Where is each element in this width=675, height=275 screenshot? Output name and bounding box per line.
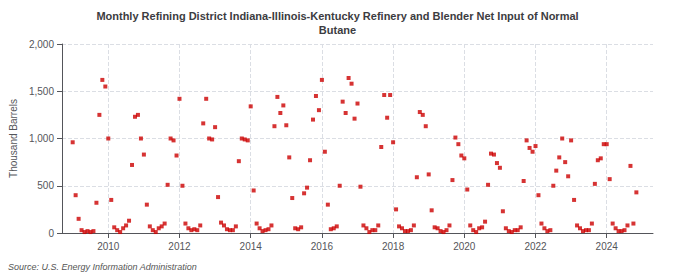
svg-text:2,000: 2,000: [29, 39, 54, 50]
svg-text:Monthly Refining District Indi: Monthly Refining District Indiana-Illino…: [96, 10, 578, 22]
svg-text:2010: 2010: [97, 241, 120, 252]
svg-text:Source: U.S. Energy Informatio: Source: U.S. Energy Information Administ…: [8, 262, 197, 272]
svg-text:2024: 2024: [596, 241, 619, 252]
svg-text:1,000: 1,000: [29, 133, 54, 144]
svg-text:Thousand Barrels: Thousand Barrels: [8, 99, 19, 178]
svg-text:500: 500: [37, 180, 54, 191]
svg-text:0: 0: [48, 228, 54, 239]
svg-text:2014: 2014: [240, 241, 263, 252]
svg-text:2022: 2022: [524, 241, 547, 252]
svg-text:2016: 2016: [311, 241, 334, 252]
svg-text:2020: 2020: [453, 241, 476, 252]
svg-text:1,500: 1,500: [29, 86, 54, 97]
svg-text:Butane: Butane: [319, 24, 356, 36]
svg-text:2012: 2012: [168, 241, 191, 252]
svg-text:2018: 2018: [382, 241, 405, 252]
